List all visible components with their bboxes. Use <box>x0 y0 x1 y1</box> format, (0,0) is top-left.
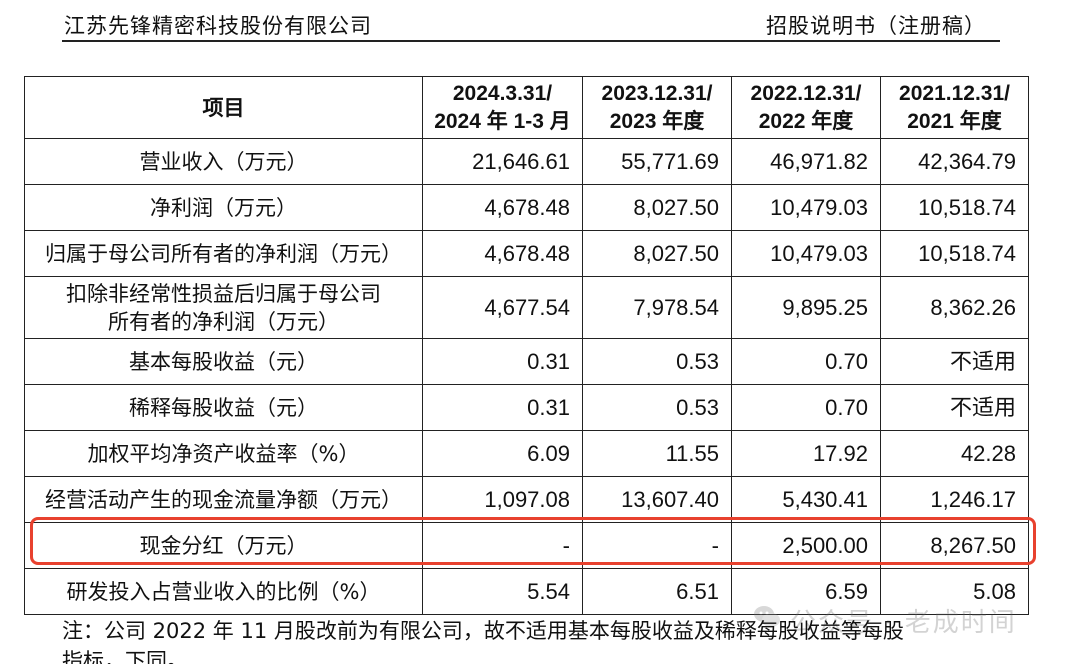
cell-value: 6.59 <box>731 568 881 615</box>
table-row: 营业收入（万元） 21,646.61 55,771.69 46,971.82 4… <box>24 138 1029 185</box>
column-header-2022: 2022.12.31/ 2022 年度 <box>731 76 881 139</box>
column-header-2024q1: 2024.3.31/ 2024 年 1-3 月 <box>422 76 583 139</box>
column-header-2021: 2021.12.31/ 2021 年度 <box>880 76 1029 139</box>
cell-value: 5.54 <box>422 568 583 615</box>
cell-value: 10,518.74 <box>880 184 1029 231</box>
footnote: 注：公司 2022 年 11 月股改前为有限公司，故不适用基本每股收益及稀释每股… <box>62 616 1022 664</box>
row-label: 营业收入（万元） <box>24 138 423 185</box>
cell-value: 0.53 <box>582 384 732 431</box>
cell-value: 42,364.79 <box>880 138 1029 185</box>
cell-value: 46,971.82 <box>731 138 881 185</box>
cell-value: 8,267.50 <box>880 522 1029 569</box>
cell-value: 2,500.00 <box>731 522 881 569</box>
watermark-text: 公众号 · 老成时间 <box>790 608 1017 638</box>
watermark: 公众号 · 老成时间 <box>752 598 1052 642</box>
highlight-box <box>30 517 1036 565</box>
row-label: 净利润（万元） <box>24 184 423 231</box>
company-name: 江苏先锋精密科技股份有限公司 <box>64 14 372 38</box>
column-header-item: 项目 <box>24 76 423 139</box>
cell-value: 0.31 <box>422 338 583 385</box>
cell-value: - <box>582 522 732 569</box>
table-row: 净利润（万元） 4,678.48 8,027.50 10,479.03 10,5… <box>24 184 1029 231</box>
row-label: 归属于母公司所有者的净利润（万元） <box>24 230 423 277</box>
row-label: 现金分红（万元） <box>24 522 423 569</box>
cell-value: 0.70 <box>731 384 881 431</box>
table-row: 加权平均净资产收益率（%） 6.09 11.55 17.92 42.28 <box>24 430 1029 477</box>
cell-value: 7,978.54 <box>582 276 732 339</box>
row-label: 稀释每股收益（元） <box>24 384 423 431</box>
cell-value: 6.51 <box>582 568 732 615</box>
table-header-row: 项目 2024.3.31/ 2024 年 1-3 月 2023.12.31/ 2… <box>24 76 1029 139</box>
cell-value: 13,607.40 <box>582 476 732 523</box>
document-type: 招股说明书（注册稿） <box>766 14 986 38</box>
column-header-2023: 2023.12.31/ 2023 年度 <box>582 76 732 139</box>
page-header: 江苏先锋精密科技股份有限公司 招股说明书（注册稿） <box>62 8 1000 42</box>
cell-value: 0.53 <box>582 338 732 385</box>
row-label: 扣除非经常性损益后归属于母公司 所有者的净利润（万元） <box>24 276 423 339</box>
table-row-highlighted: 现金分红（万元） - - 2,500.00 8,267.50 <box>24 522 1029 569</box>
cell-value: 5.08 <box>880 568 1029 615</box>
cell-value: 不适用 <box>880 338 1029 385</box>
table-row: 扣除非经常性损益后归属于母公司 所有者的净利润（万元） 4,677.54 7,9… <box>24 276 1029 339</box>
cell-value: 1,246.17 <box>880 476 1029 523</box>
financial-summary-table: 项目 2024.3.31/ 2024 年 1-3 月 2023.12.31/ 2… <box>24 76 1029 615</box>
row-label: 基本每股收益（元） <box>24 338 423 385</box>
table-row: 归属于母公司所有者的净利润（万元） 4,678.48 8,027.50 10,4… <box>24 230 1029 277</box>
table-row: 经营活动产生的现金流量净额（万元） 1,097.08 13,607.40 5,4… <box>24 476 1029 523</box>
cell-value: 0.31 <box>422 384 583 431</box>
cell-value: 42.28 <box>880 430 1029 477</box>
cell-value: 5,430.41 <box>731 476 881 523</box>
cell-value: 10,479.03 <box>731 230 881 277</box>
cell-value: 1,097.08 <box>422 476 583 523</box>
cell-value: 8,362.26 <box>880 276 1029 339</box>
row-label: 研发投入占营业收入的比例（%） <box>24 568 423 615</box>
row-label: 经营活动产生的现金流量净额（万元） <box>24 476 423 523</box>
cell-value: 8,027.50 <box>582 184 732 231</box>
table-row: 研发投入占营业收入的比例（%） 5.54 6.51 6.59 5.08 <box>24 568 1029 615</box>
cell-value: 8,027.50 <box>582 230 732 277</box>
cell-value: 4,678.48 <box>422 230 583 277</box>
cell-value: 10,518.74 <box>880 230 1029 277</box>
cell-value: 4,678.48 <box>422 184 583 231</box>
table-row: 基本每股收益（元） 0.31 0.53 0.70 不适用 <box>24 338 1029 385</box>
cell-value: 0.70 <box>731 338 881 385</box>
row-label: 加权平均净资产收益率（%） <box>24 430 423 477</box>
cell-value: 不适用 <box>880 384 1029 431</box>
cell-value: 10,479.03 <box>731 184 881 231</box>
cell-value: 21,646.61 <box>422 138 583 185</box>
cell-value: 11.55 <box>582 430 732 477</box>
wechat-icon <box>752 602 782 632</box>
table-row: 稀释每股收益（元） 0.31 0.53 0.70 不适用 <box>24 384 1029 431</box>
cell-value: 9,895.25 <box>731 276 881 339</box>
cell-value: 4,677.54 <box>422 276 583 339</box>
cell-value: 17.92 <box>731 430 881 477</box>
cell-value: 55,771.69 <box>582 138 732 185</box>
footnote-line-2: 指标，下同。 <box>62 649 188 664</box>
cell-value: 6.09 <box>422 430 583 477</box>
footnote-line-1: 注：公司 2022 年 11 月股改前为有限公司，故不适用基本每股收益及稀释每股… <box>62 619 904 643</box>
